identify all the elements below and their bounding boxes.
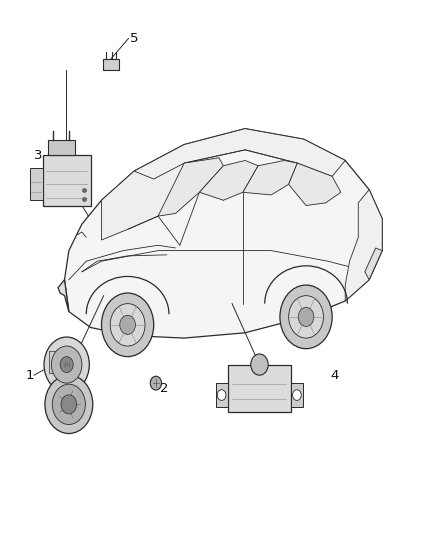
FancyBboxPatch shape [49,351,59,373]
Circle shape [251,354,268,375]
Circle shape [60,357,73,373]
FancyBboxPatch shape [48,140,74,155]
Circle shape [217,390,226,400]
FancyBboxPatch shape [215,383,228,407]
FancyBboxPatch shape [103,59,119,70]
Text: 4: 4 [330,369,339,382]
FancyBboxPatch shape [30,168,43,200]
Circle shape [289,296,323,338]
Text: 2: 2 [160,382,169,395]
Text: 5: 5 [130,32,138,45]
Polygon shape [365,248,382,280]
Polygon shape [134,128,345,179]
Circle shape [120,316,135,334]
Text: |o|: |o| [63,362,71,367]
Circle shape [150,376,162,390]
Circle shape [110,304,145,346]
FancyBboxPatch shape [228,365,291,413]
Polygon shape [102,160,210,240]
Circle shape [52,384,85,424]
Circle shape [44,337,89,392]
Polygon shape [58,280,69,312]
Circle shape [102,293,154,357]
Circle shape [280,285,332,349]
Circle shape [51,346,82,383]
Circle shape [61,395,77,414]
Circle shape [293,390,301,400]
Circle shape [45,375,93,433]
Polygon shape [289,163,341,206]
Text: 3: 3 [34,149,42,161]
Text: 1: 1 [25,369,34,382]
Polygon shape [243,160,297,195]
Circle shape [298,308,314,326]
Polygon shape [345,190,382,301]
Polygon shape [199,160,258,200]
FancyBboxPatch shape [291,383,303,407]
FancyBboxPatch shape [43,155,91,206]
Polygon shape [158,158,223,216]
Polygon shape [64,128,382,338]
